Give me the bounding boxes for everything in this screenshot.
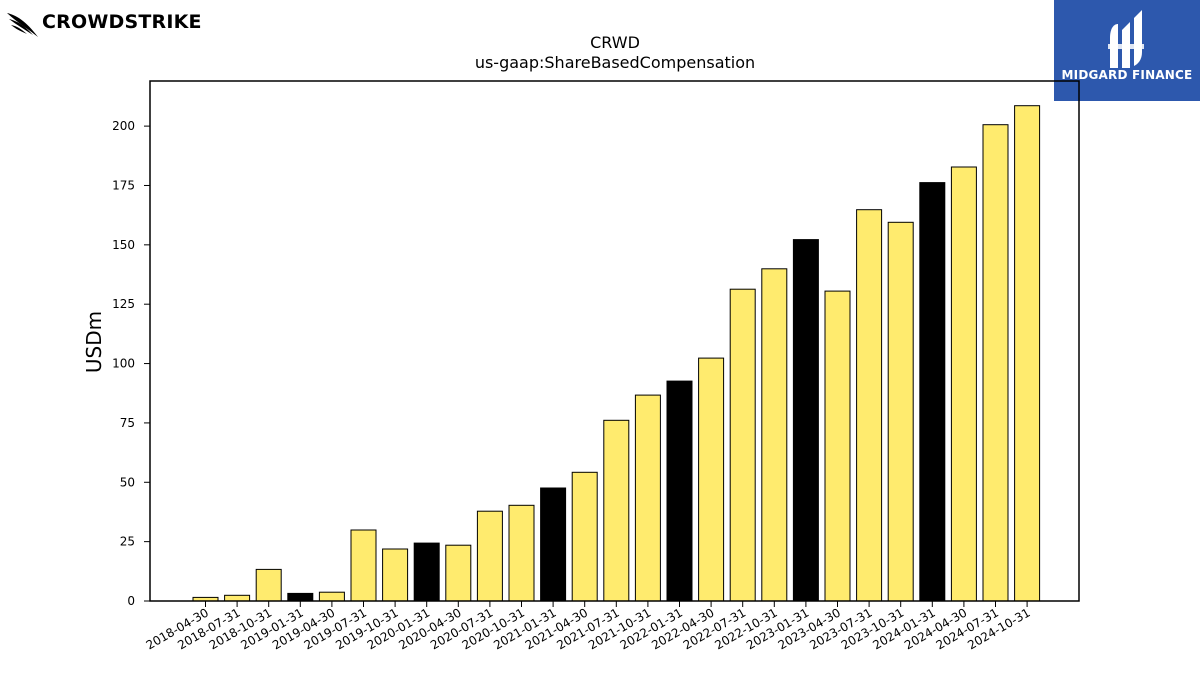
bar-2024-04-30: [950, 166, 977, 602]
bar-2020-10-31: [508, 504, 535, 602]
bar-2023-10-31: [887, 221, 914, 602]
y-tick-label: 125: [112, 297, 135, 311]
bar-2020-04-30: [445, 544, 472, 602]
bar-2022-01-31: [666, 380, 693, 602]
bar-2019-01-31: [287, 592, 314, 602]
bar-2020-01-31: [413, 542, 440, 602]
bar-2024-07-31: [982, 124, 1009, 602]
midgard-emblem-icon: [1108, 10, 1144, 68]
bar-2018-10-31: [255, 568, 282, 602]
bar-2022-10-31: [761, 268, 788, 602]
midgard-wordmark: MIDGARD FINANCE: [1061, 68, 1193, 82]
bar-2021-10-31: [634, 394, 661, 602]
bars-group: [192, 105, 1041, 602]
bar-2019-07-31: [350, 529, 377, 602]
bar-2019-04-30: [318, 591, 345, 602]
chart-title: CRWD: [590, 33, 640, 52]
bar-2020-07-31: [476, 510, 503, 602]
y-tick-label: 100: [112, 357, 135, 371]
plot-frame: [149, 80, 1080, 602]
crowdstrike-wordmark: CROWDSTRIKE: [42, 11, 202, 33]
falcon-icon: [7, 13, 38, 37]
bar-2024-10-31: [1014, 105, 1041, 602]
y-tick-label: 0: [127, 594, 135, 608]
bar-2023-01-31: [792, 239, 819, 602]
bar-2021-07-31: [603, 419, 630, 602]
x-axis: 2018-04-302018-07-312018-10-312019-01-31…: [144, 601, 1033, 652]
bar-2023-07-31: [856, 209, 883, 602]
y-tick-label: 200: [112, 119, 135, 133]
y-tick-label: 25: [120, 535, 135, 549]
y-tick-label: 50: [120, 475, 135, 489]
bar-2018-07-31: [224, 594, 251, 602]
bar-2022-04-30: [698, 357, 725, 602]
crowdstrike-logo: CROWDSTRIKE: [6, 4, 202, 40]
chart-subtitle: us-gaap:ShareBasedCompensation: [475, 53, 755, 72]
bar-2024-01-31: [919, 182, 946, 602]
bar-2021-01-31: [540, 487, 567, 602]
y-tick-label: 175: [112, 178, 135, 192]
bar-2023-04-30: [824, 290, 851, 602]
bar-2022-07-31: [729, 288, 756, 602]
y-tick-label: 75: [120, 416, 135, 430]
bar-2021-04-30: [571, 471, 598, 602]
y-tick-label: 150: [112, 238, 135, 252]
bar-2019-10-31: [382, 548, 409, 602]
y-axis: 0 25 50 75 100 125 150 175 200: [112, 119, 150, 608]
y-axis-label: USDm: [82, 311, 106, 373]
